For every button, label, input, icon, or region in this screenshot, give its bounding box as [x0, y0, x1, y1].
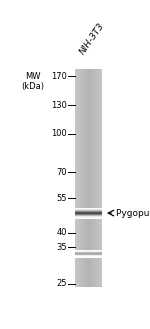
- Bar: [75, 253, 102, 254]
- Bar: [99, 69, 100, 288]
- Bar: [85, 69, 86, 288]
- Bar: [75, 213, 102, 214]
- Bar: [75, 218, 102, 219]
- Bar: [91, 69, 92, 288]
- Bar: [92, 69, 93, 288]
- Bar: [75, 250, 102, 251]
- Bar: [89, 69, 90, 288]
- Bar: [79, 69, 80, 288]
- Text: Pygopus 2: Pygopus 2: [116, 209, 150, 217]
- Text: 25: 25: [56, 279, 67, 288]
- Bar: [75, 256, 102, 257]
- Text: MW
(kDa): MW (kDa): [21, 72, 44, 91]
- Bar: [75, 214, 102, 215]
- Bar: [75, 251, 102, 252]
- Bar: [96, 69, 97, 288]
- Bar: [75, 69, 76, 288]
- Bar: [94, 69, 95, 288]
- Bar: [80, 69, 81, 288]
- Bar: [75, 256, 102, 257]
- Bar: [101, 69, 102, 288]
- Bar: [75, 211, 102, 212]
- Bar: [75, 211, 102, 212]
- Text: 40: 40: [56, 228, 67, 237]
- Bar: [75, 257, 102, 258]
- Bar: [75, 213, 102, 214]
- Bar: [75, 254, 102, 255]
- Bar: [88, 69, 89, 288]
- Bar: [81, 69, 82, 288]
- Bar: [75, 255, 102, 256]
- Bar: [75, 255, 102, 256]
- Bar: [75, 216, 102, 217]
- Bar: [100, 69, 101, 288]
- Bar: [87, 69, 88, 288]
- Bar: [76, 69, 77, 288]
- Bar: [93, 69, 94, 288]
- Bar: [75, 210, 102, 211]
- Bar: [75, 208, 102, 209]
- Bar: [75, 252, 102, 253]
- Bar: [75, 250, 102, 251]
- Bar: [75, 209, 102, 210]
- Bar: [75, 251, 102, 252]
- Bar: [77, 69, 78, 288]
- Bar: [75, 217, 102, 218]
- Bar: [75, 215, 102, 216]
- Bar: [75, 252, 102, 253]
- Bar: [75, 69, 102, 288]
- Bar: [90, 69, 91, 288]
- Bar: [75, 251, 102, 252]
- Bar: [78, 69, 79, 288]
- Bar: [75, 208, 102, 209]
- Bar: [97, 69, 98, 288]
- Text: 55: 55: [56, 194, 67, 203]
- Bar: [75, 253, 102, 254]
- Bar: [75, 252, 102, 253]
- Bar: [75, 250, 102, 251]
- Bar: [75, 254, 102, 255]
- Text: 35: 35: [56, 243, 67, 252]
- Bar: [75, 214, 102, 215]
- Bar: [75, 209, 102, 210]
- Bar: [95, 69, 96, 288]
- Bar: [98, 69, 99, 288]
- Bar: [75, 212, 102, 213]
- Text: 130: 130: [51, 101, 67, 110]
- Text: 70: 70: [56, 168, 67, 177]
- Bar: [75, 212, 102, 213]
- Text: NIH-3T3: NIH-3T3: [78, 21, 106, 56]
- Bar: [83, 69, 84, 288]
- Bar: [86, 69, 87, 288]
- Bar: [75, 215, 102, 216]
- Text: 170: 170: [51, 72, 67, 81]
- Bar: [75, 210, 102, 211]
- Bar: [75, 218, 102, 219]
- Bar: [75, 217, 102, 218]
- Text: 100: 100: [51, 129, 67, 138]
- Bar: [82, 69, 83, 288]
- Bar: [75, 256, 102, 257]
- Bar: [75, 216, 102, 217]
- Bar: [84, 69, 85, 288]
